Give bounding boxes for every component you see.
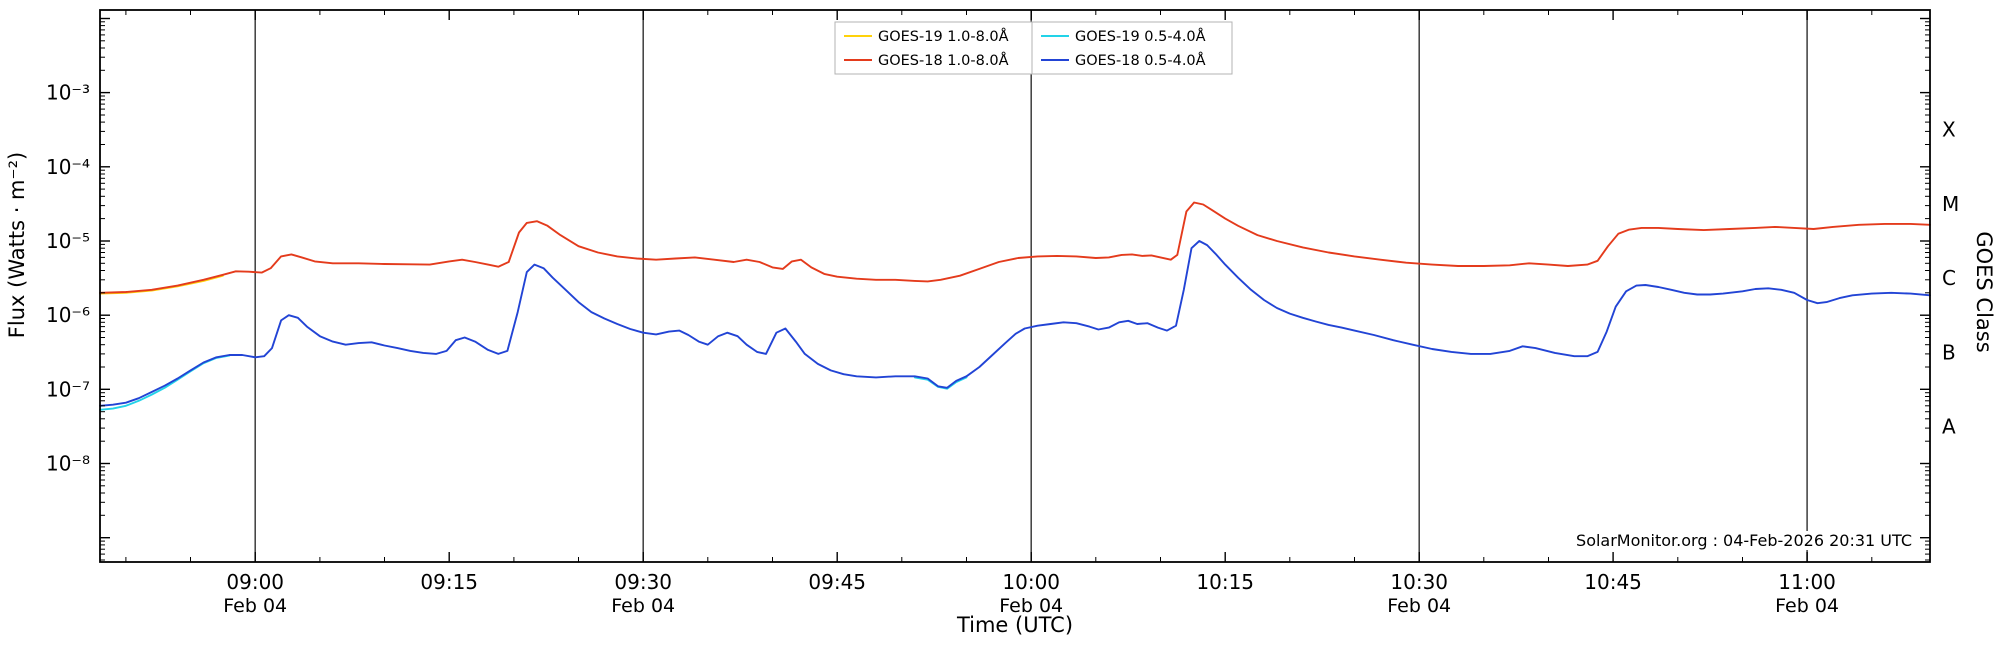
plot-frame bbox=[99, 9, 1931, 563]
legend-entry-label: GOES-18 0.5-4.0Å bbox=[1075, 52, 1206, 69]
legend-box bbox=[834, 21, 1033, 75]
x-date-label: Feb 04 bbox=[223, 595, 287, 617]
x-tick-label: 09:15 bbox=[420, 570, 478, 594]
right-axis-title: GOES Class bbox=[1972, 231, 1996, 352]
x-tick-label: 11:00 bbox=[1778, 570, 1836, 594]
x-date-label: Feb 04 bbox=[611, 595, 675, 617]
y-tick-label: 10⁻⁸ bbox=[46, 452, 90, 476]
series-line-goes19-long bbox=[99, 274, 224, 295]
series-line-goes18-long bbox=[99, 201, 1931, 294]
y-tick-label: 10⁻⁴ bbox=[46, 155, 90, 179]
goes-class-label: X bbox=[1942, 118, 1956, 142]
x-tick-label: 10:00 bbox=[1002, 570, 1060, 594]
x-date-label: Feb 04 bbox=[999, 595, 1063, 617]
y-tick-label: 10⁻⁶ bbox=[46, 303, 90, 327]
x-tick-label: 09:00 bbox=[226, 570, 284, 594]
y-tick-label: 10⁻³ bbox=[46, 81, 90, 105]
x-tick-label: 10:15 bbox=[1196, 570, 1254, 594]
x-tick-label: 10:45 bbox=[1584, 570, 1642, 594]
y-tick-label: 10⁻⁵ bbox=[46, 229, 90, 253]
x-tick-label: 10:30 bbox=[1390, 570, 1448, 594]
goes-class-label: M bbox=[1942, 192, 1959, 216]
goes-class-label: A bbox=[1942, 414, 1956, 438]
goes-class-label: B bbox=[1942, 340, 1956, 364]
x-axis-title: Time (UTC) bbox=[956, 613, 1073, 637]
x-date-label: Feb 04 bbox=[1775, 595, 1839, 617]
legend-entry-label: GOES-19 0.5-4.0Å bbox=[1075, 28, 1206, 45]
watermark-text: SolarMonitor.org : 04-Feb-2026 20:31 UTC bbox=[1576, 531, 1912, 550]
legend-box bbox=[1031, 21, 1233, 75]
series-line-goes18-short bbox=[99, 240, 1931, 407]
series-line-goes19-short bbox=[99, 354, 231, 411]
y-axis-title: Flux (Watts · m⁻²) bbox=[5, 152, 29, 338]
legend-entry-label: GOES-18 1.0-8.0Å bbox=[878, 52, 1009, 69]
legend-entry-label: GOES-19 1.0-8.0Å bbox=[878, 28, 1009, 45]
y-tick-label: 10⁻⁷ bbox=[46, 377, 90, 401]
x-tick-label: 09:45 bbox=[808, 570, 866, 594]
goes-class-label: C bbox=[1942, 266, 1956, 290]
x-date-label: Feb 04 bbox=[1387, 595, 1451, 617]
x-tick-label: 09:30 bbox=[614, 570, 672, 594]
